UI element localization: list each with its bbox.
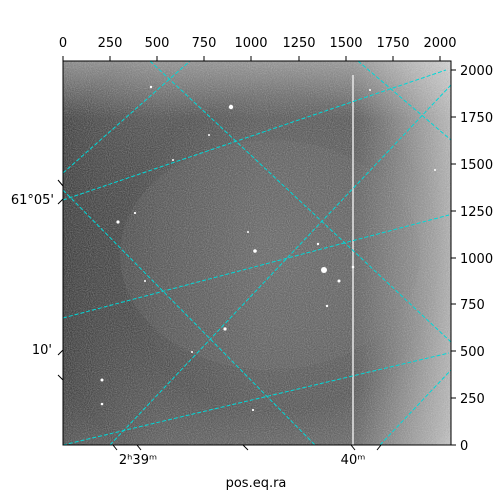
grid-line bbox=[379, 369, 451, 445]
top-tick-label: 1000 bbox=[234, 36, 267, 51]
top-tick-label: 1750 bbox=[376, 36, 409, 51]
bottom-tick-label: 2ʰ39ᵐ bbox=[119, 453, 157, 468]
top-tick-label: 250 bbox=[98, 36, 123, 51]
right-tick-label: 1750 bbox=[460, 111, 493, 126]
grid-line bbox=[63, 69, 447, 201]
bottom-tick-label: 40ᵐ bbox=[341, 453, 366, 468]
right-tick-label: 750 bbox=[460, 298, 485, 313]
bottom-axis: 2ʰ39ᵐ 40ᵐ pos.eq.ra bbox=[112, 444, 382, 491]
grid-line bbox=[63, 214, 450, 319]
plot-frame bbox=[62, 60, 452, 446]
top-tick-label: 1250 bbox=[282, 36, 315, 51]
coordinate-grid bbox=[63, 61, 451, 445]
right-tick-label: 0 bbox=[460, 439, 468, 454]
grid-line bbox=[357, 61, 451, 141]
right-axis: 0 250 500 750 1000 1250 1500 1750 2000 bbox=[451, 64, 493, 454]
sky-image bbox=[63, 61, 451, 445]
right-tick-label: 1500 bbox=[460, 158, 493, 173]
stars bbox=[100, 85, 436, 412]
right-tick-label: 1250 bbox=[460, 205, 493, 220]
top-tick-label: 0 bbox=[59, 36, 67, 51]
grid-line bbox=[149, 61, 451, 343]
top-tick-label: 750 bbox=[192, 36, 217, 51]
column-artifact bbox=[352, 75, 354, 445]
left-tick-label: 61°05' bbox=[11, 193, 54, 208]
right-tick-label: 500 bbox=[460, 345, 485, 360]
right-tick-label: 250 bbox=[460, 392, 485, 407]
x-axis-label: pos.eq.ra bbox=[226, 476, 287, 491]
top-tick-label: 500 bbox=[145, 36, 170, 51]
right-tick-label: 2000 bbox=[460, 64, 493, 79]
top-axis: 0 250 500 750 1000 1250 1500 1750 2000 bbox=[59, 36, 457, 61]
top-tick-label: 2000 bbox=[423, 36, 456, 51]
grid-line bbox=[63, 61, 191, 174]
top-tick-label: 1500 bbox=[329, 36, 362, 51]
grid-line bbox=[63, 352, 450, 445]
left-tick-label: 10' bbox=[32, 343, 52, 358]
right-tick-label: 1000 bbox=[460, 252, 493, 267]
left-axis: 61°05' 10' bbox=[11, 179, 64, 381]
grid-line bbox=[109, 84, 451, 445]
